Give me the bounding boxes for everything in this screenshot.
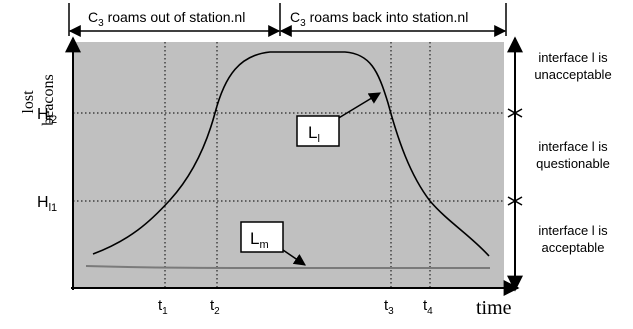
- roam-back-label: C3 roams back into station.nl: [290, 9, 468, 29]
- callout-m-box: [240, 221, 284, 253]
- callout-m-label: Lm: [250, 229, 269, 251]
- region-questionable-line1: interface l is: [538, 139, 608, 154]
- callout-l-label: Ll: [308, 123, 320, 145]
- threshold-low-label: Hl1: [37, 194, 57, 214]
- region-unacceptable-line2: unacceptable: [534, 67, 611, 82]
- curve-l-line: [92, 51, 490, 257]
- region-divider-low-b: [507, 196, 523, 206]
- callout-l-pointer: [336, 92, 382, 120]
- curve-m-line: [85, 265, 490, 269]
- region-questionable-line2: questionable: [536, 156, 610, 171]
- tick-label-t3: t3: [384, 297, 394, 317]
- tick-label-t4: t4: [423, 297, 433, 317]
- plot-area: [73, 42, 504, 287]
- tick-label-t2: t2: [210, 297, 220, 317]
- tick-label-t1: t1: [158, 297, 168, 317]
- callout-m-pointer: [282, 249, 306, 266]
- region-divider-high-b: [507, 108, 523, 118]
- x-axis-label: time: [476, 297, 512, 319]
- region-acceptable-line1: interface l is: [538, 223, 608, 238]
- callout-l-box: [296, 115, 340, 147]
- region-unacceptable-line1: interface l is: [538, 50, 608, 65]
- threshold-high-label: Hl2: [37, 106, 57, 126]
- y-axis-label: lost beacons: [20, 74, 57, 126]
- region-acceptable-line2: acceptable: [542, 240, 605, 255]
- roam-out-label: C3 roams out of station.nl: [88, 9, 245, 29]
